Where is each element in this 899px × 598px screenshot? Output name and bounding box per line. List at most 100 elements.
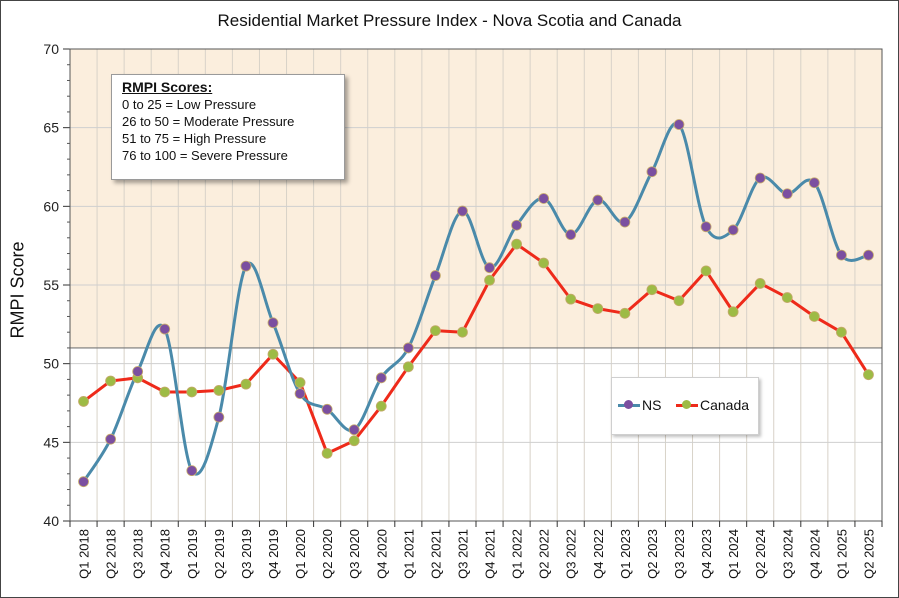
legend-ns-label: NS	[642, 397, 662, 413]
data-point-canada	[592, 303, 604, 315]
x-tick-label: Q4 2018	[158, 529, 173, 579]
legend-item-ns: NS	[618, 397, 661, 413]
x-tick-label: Q2 2025	[861, 529, 876, 579]
y-tick-label: 70	[43, 41, 59, 57]
data-point-canada	[511, 238, 522, 250]
data-point-ns	[808, 177, 820, 189]
data-point-canada	[484, 274, 495, 286]
data-point-ns	[673, 119, 685, 130]
data-point-canada	[863, 369, 874, 381]
data-point-ns	[781, 188, 793, 200]
x-tick-label: Q2 2024	[753, 529, 768, 579]
data-point-canada	[754, 278, 766, 289]
data-point-ns	[836, 249, 847, 261]
data-point-canada	[781, 292, 793, 303]
x-tick-label: Q1 2019	[185, 529, 200, 579]
data-point-canada	[619, 307, 631, 319]
data-point-ns	[348, 424, 360, 436]
data-point-canada	[375, 400, 387, 412]
x-tick-label: Q4 2020	[374, 529, 389, 579]
x-tick-label: Q3 2018	[131, 529, 146, 579]
data-point-ns	[619, 216, 631, 228]
score-line-low: 0 to 25 = Low Pressure	[122, 97, 257, 112]
data-point-canada	[294, 377, 306, 388]
data-point-ns	[213, 411, 225, 423]
data-point-ns	[700, 221, 712, 233]
data-point-ns	[159, 323, 171, 335]
x-tick-label: Q3 2024	[780, 529, 795, 579]
data-point-ns	[457, 205, 468, 217]
data-point-ns	[646, 166, 658, 178]
legend-item-canada: Canada	[676, 397, 749, 413]
score-line-moderate: 26 to 50 = Moderate Pressure	[122, 114, 295, 129]
x-tick-label: Q1 2025	[834, 529, 849, 579]
data-point-ns	[321, 403, 333, 415]
data-point-canada	[78, 396, 89, 407]
data-point-canada	[808, 311, 820, 322]
x-tick-label: Q3 2019	[239, 529, 254, 579]
data-point-ns	[78, 476, 89, 488]
x-tick-label: Q1 2018	[77, 529, 92, 579]
rmpi-scores-box: RMPI Scores: 0 to 25 = Low Pressure 26 t…	[111, 74, 345, 180]
data-point-canada	[159, 386, 171, 398]
data-point-ns	[429, 270, 441, 281]
data-point-ns	[538, 193, 550, 204]
legend-ns-swatch	[618, 399, 640, 409]
data-point-ns	[592, 194, 604, 206]
x-tick-label: Q2 2021	[428, 529, 443, 579]
data-point-ns	[863, 249, 874, 261]
x-tick-label: Q1 2022	[510, 529, 525, 579]
x-tick-label: Q4 2024	[807, 529, 822, 579]
legend-canada-swatch	[676, 399, 698, 409]
data-point-ns	[484, 262, 495, 274]
data-point-canada	[565, 293, 577, 305]
data-point-canada	[240, 378, 252, 390]
x-tick-label: Q3 2021	[455, 529, 470, 579]
data-point-canada	[213, 385, 225, 396]
data-point-ns	[511, 219, 522, 231]
rmpi-scores-header: RMPI Scores:	[122, 79, 213, 95]
data-point-canada	[267, 348, 279, 360]
x-tick-label: Q4 2019	[266, 529, 281, 579]
y-tick-label: 65	[43, 120, 59, 136]
y-tick-label: 40	[43, 513, 59, 529]
data-point-ns	[267, 317, 279, 329]
data-point-ns	[105, 433, 116, 445]
x-tick-label: Q1 2021	[401, 529, 416, 579]
x-tick-label: Q3 2020	[347, 529, 362, 579]
x-tick-label: Q2 2022	[537, 529, 552, 579]
score-line-severe: 76 to 100 = Severe Pressure	[122, 148, 288, 163]
data-point-ns	[727, 224, 739, 236]
x-tick-label: Q4 2022	[591, 529, 606, 579]
data-point-canada	[646, 284, 658, 296]
x-tick-label: Q1 2023	[618, 529, 633, 579]
x-tick-label: Q1 2024	[726, 529, 741, 579]
data-point-canada	[673, 295, 685, 307]
data-point-ns	[375, 372, 387, 384]
data-point-ns	[565, 229, 577, 241]
x-tick-label: Q2 2020	[320, 529, 335, 579]
x-tick-label: Q2 2023	[645, 529, 660, 579]
x-tick-label: Q2 2018	[104, 529, 119, 579]
data-point-ns	[186, 465, 198, 477]
data-point-ns	[402, 342, 414, 354]
chart-title: Residential Market Pressure Index - Nova…	[217, 11, 682, 30]
data-point-ns	[294, 388, 306, 399]
data-point-canada	[457, 326, 468, 338]
x-tick-label: Q1 2020	[293, 529, 308, 579]
data-point-canada	[321, 447, 333, 459]
data-point-canada	[186, 386, 198, 398]
data-point-canada	[105, 375, 116, 387]
data-point-canada	[429, 325, 441, 337]
data-point-ns	[132, 366, 144, 377]
y-tick-label: 45	[43, 434, 59, 450]
score-line-high: 51 to 75 = High Pressure	[122, 131, 267, 146]
data-point-ns	[240, 260, 252, 272]
y-tick-label: 55	[43, 277, 59, 293]
data-point-canada	[538, 257, 550, 269]
x-tick-label: Q3 2022	[564, 529, 579, 579]
data-point-canada	[700, 265, 712, 277]
x-tick-label: Q4 2023	[699, 529, 714, 579]
x-tick-label: Q2 2019	[212, 529, 227, 579]
x-tick-label: Q4 2021	[483, 529, 498, 579]
